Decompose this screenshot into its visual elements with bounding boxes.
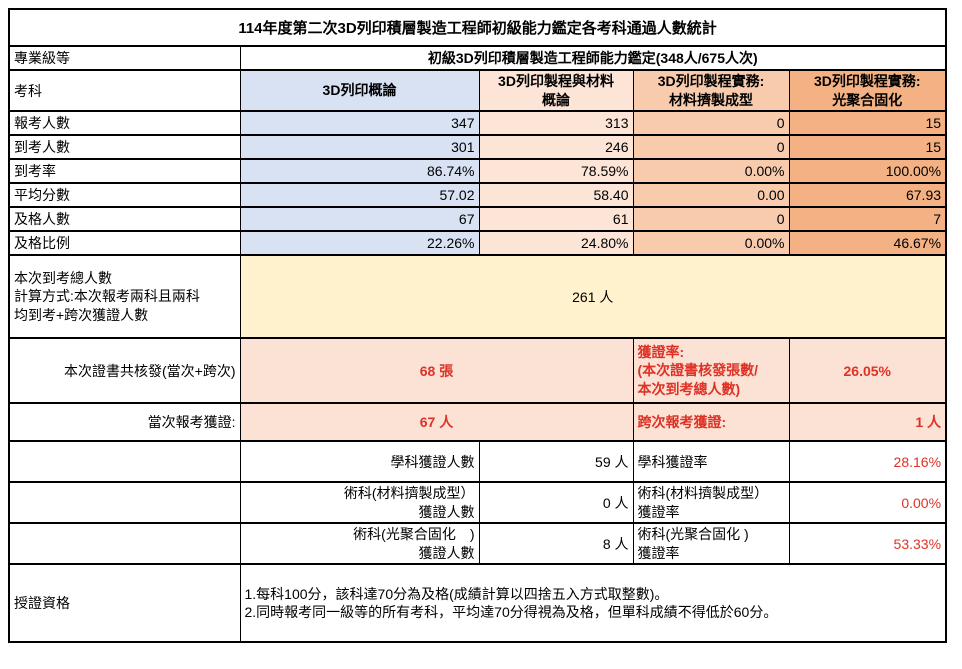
table-row: 術科(材料擠製成型） 獲證人數 0 人 術科(材料擠製成型） 獲證率 0.00%: [8, 481, 947, 524]
current-session-count: 67 人: [239, 402, 634, 442]
stats-table: 114年度第二次3D列印積層製造工程師初級能力鑑定各考科通過人數統計 專業級等 …: [8, 8, 948, 643]
table-row: 本次到考總人數 計算方式:本次報考兩科且兩科 均到考+跨次獲證人數 261 人: [8, 254, 947, 339]
avg-score-practice-photopoly: 67.93: [788, 182, 947, 208]
table-row: 及格比例 22.26% 24.80% 0.00% 46.67%: [8, 230, 947, 256]
passed-count-intro: 67: [239, 206, 480, 232]
avg-score-process-material: 58.40: [478, 182, 634, 208]
table-row: 報考人數 347 313 0 15: [8, 110, 947, 136]
table-row: 考科 3D列印概論 3D列印製程與材料 概論 3D列印製程實務: 材料擠製成型 …: [8, 69, 947, 112]
registered-label: 報考人數: [8, 110, 241, 136]
passed-count-label: 及格人數: [8, 206, 241, 232]
table-row: 本次證書共核發(當次+跨次) 68 張 獲證率: (本次證書核發張數/ 本次到考…: [8, 337, 947, 404]
table-row: 平均分數 57.02 58.40 0.00 67.93: [8, 182, 947, 208]
current-session-label: 當次報考獲證:: [8, 402, 241, 442]
table-row: 授證資格 1.每科100分，該科達70分為及格(成績計算以四捨五入方式取整數)。…: [8, 563, 947, 643]
cert-rate-value: 26.05%: [788, 337, 947, 404]
practical-photopoly-count-label: 術科(光聚合固化 ) 獲證人數: [239, 522, 480, 565]
cross-session-label: 跨次報考獲證:: [632, 402, 790, 442]
table-row: 當次報考獲證: 67 人 跨次報考獲證: 1 人: [8, 402, 947, 442]
attended-process-material: 246: [478, 134, 634, 160]
cert-issued-label: 本次證書共核發(當次+跨次): [8, 337, 241, 404]
written-cert-rate: 28.16%: [788, 440, 947, 483]
attendance-total-value: 261 人: [239, 254, 947, 339]
written-cert-count: 59 人: [478, 440, 634, 483]
avg-score-practice-extrusion: 0.00: [632, 182, 790, 208]
table-row: 及格人數 67 61 0 7: [8, 206, 947, 232]
table-row: 術科(光聚合固化 ) 獲證人數 8 人 術科(光聚合固化 ) 獲證率 53.33…: [8, 522, 947, 565]
attendance-rate-practice-extrusion: 0.00%: [632, 158, 790, 184]
pass-ratio-practice-extrusion: 0.00%: [632, 230, 790, 256]
practical-extrusion-rate: 0.00%: [788, 481, 947, 524]
passed-count-practice-extrusion: 0: [632, 206, 790, 232]
table-row: 專業級等 初級3D列印積層製造工程師能力鑑定(348人/675人次): [8, 45, 947, 71]
attended-practice-photopoly: 15: [788, 134, 947, 160]
subject-header-intro: 3D列印概論: [239, 69, 480, 112]
registered-process-material: 313: [478, 110, 634, 136]
written-cert-count-label: 學科獲證人數: [239, 440, 480, 483]
page-title: 114年度第二次3D列印積層製造工程師初級能力鑑定各考科通過人數統計: [8, 8, 947, 47]
attended-label: 到考人數: [8, 134, 241, 160]
qualification-note: 1.每科100分，該科達70分為及格(成績計算以四捨五入方式取整數)。 2.同時…: [239, 563, 947, 643]
written-cert-rate-label: 學科獲證率: [632, 440, 790, 483]
passed-count-practice-photopoly: 7: [788, 206, 947, 232]
pass-ratio-process-material: 24.80%: [478, 230, 634, 256]
subject-header-practice-photopoly: 3D列印製程實務: 光聚合固化: [788, 69, 947, 112]
cross-session-count: 1 人: [788, 402, 947, 442]
level-value: 初級3D列印積層製造工程師能力鑑定(348人/675人次): [239, 45, 947, 71]
table-row: 到考率 86.74% 78.59% 0.00% 100.00%: [8, 158, 947, 184]
attendance-rate-intro: 86.74%: [239, 158, 480, 184]
practical-photopoly-rate: 53.33%: [788, 522, 947, 565]
pass-ratio-intro: 22.26%: [239, 230, 480, 256]
registered-practice-photopoly: 15: [788, 110, 947, 136]
empty-cell: [8, 481, 241, 524]
attendance-rate-label: 到考率: [8, 158, 241, 184]
practical-extrusion-count: 0 人: [478, 481, 634, 524]
registered-intro: 347: [239, 110, 480, 136]
subjects-label: 考科: [8, 69, 241, 112]
attendance-rate-process-material: 78.59%: [478, 158, 634, 184]
subject-header-practice-extrusion: 3D列印製程實務: 材料擠製成型: [632, 69, 790, 112]
table-row: 到考人數 301 246 0 15: [8, 134, 947, 160]
avg-score-intro: 57.02: [239, 182, 480, 208]
table-row: 114年度第二次3D列印積層製造工程師初級能力鑑定各考科通過人數統計: [8, 8, 947, 47]
attended-practice-extrusion: 0: [632, 134, 790, 160]
practical-photopoly-count: 8 人: [478, 522, 634, 565]
practical-photopoly-rate-label: 術科(光聚合固化 ) 獲證率: [632, 522, 790, 565]
cert-rate-label: 獲證率: (本次證書核發張數/ 本次到考總人數): [632, 337, 790, 404]
cert-issued-count: 68 張: [239, 337, 634, 404]
attendance-total-label: 本次到考總人數 計算方式:本次報考兩科且兩科 均到考+跨次獲證人數: [8, 254, 241, 339]
pass-ratio-label: 及格比例: [8, 230, 241, 256]
attendance-rate-practice-photopoly: 100.00%: [788, 158, 947, 184]
practical-extrusion-count-label: 術科(材料擠製成型） 獲證人數: [239, 481, 480, 524]
passed-count-process-material: 61: [478, 206, 634, 232]
empty-cell: [8, 522, 241, 565]
attended-intro: 301: [239, 134, 480, 160]
avg-score-label: 平均分數: [8, 182, 241, 208]
qualification-label: 授證資格: [8, 563, 241, 643]
subject-header-process-material: 3D列印製程與材料 概論: [478, 69, 634, 112]
registered-practice-extrusion: 0: [632, 110, 790, 136]
practical-extrusion-rate-label: 術科(材料擠製成型） 獲證率: [632, 481, 790, 524]
table-row: 學科獲證人數 59 人 學科獲證率 28.16%: [8, 440, 947, 483]
pass-ratio-practice-photopoly: 46.67%: [788, 230, 947, 256]
level-label: 專業級等: [8, 45, 241, 71]
empty-cell: [8, 440, 241, 483]
